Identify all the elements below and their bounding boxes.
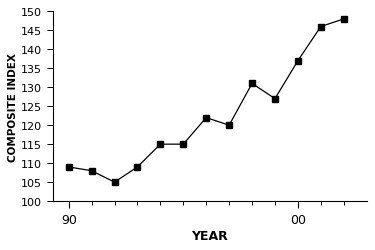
X-axis label: YEAR: YEAR <box>191 229 228 242</box>
Y-axis label: COMPOSITE INDEX: COMPOSITE INDEX <box>8 52 18 161</box>
